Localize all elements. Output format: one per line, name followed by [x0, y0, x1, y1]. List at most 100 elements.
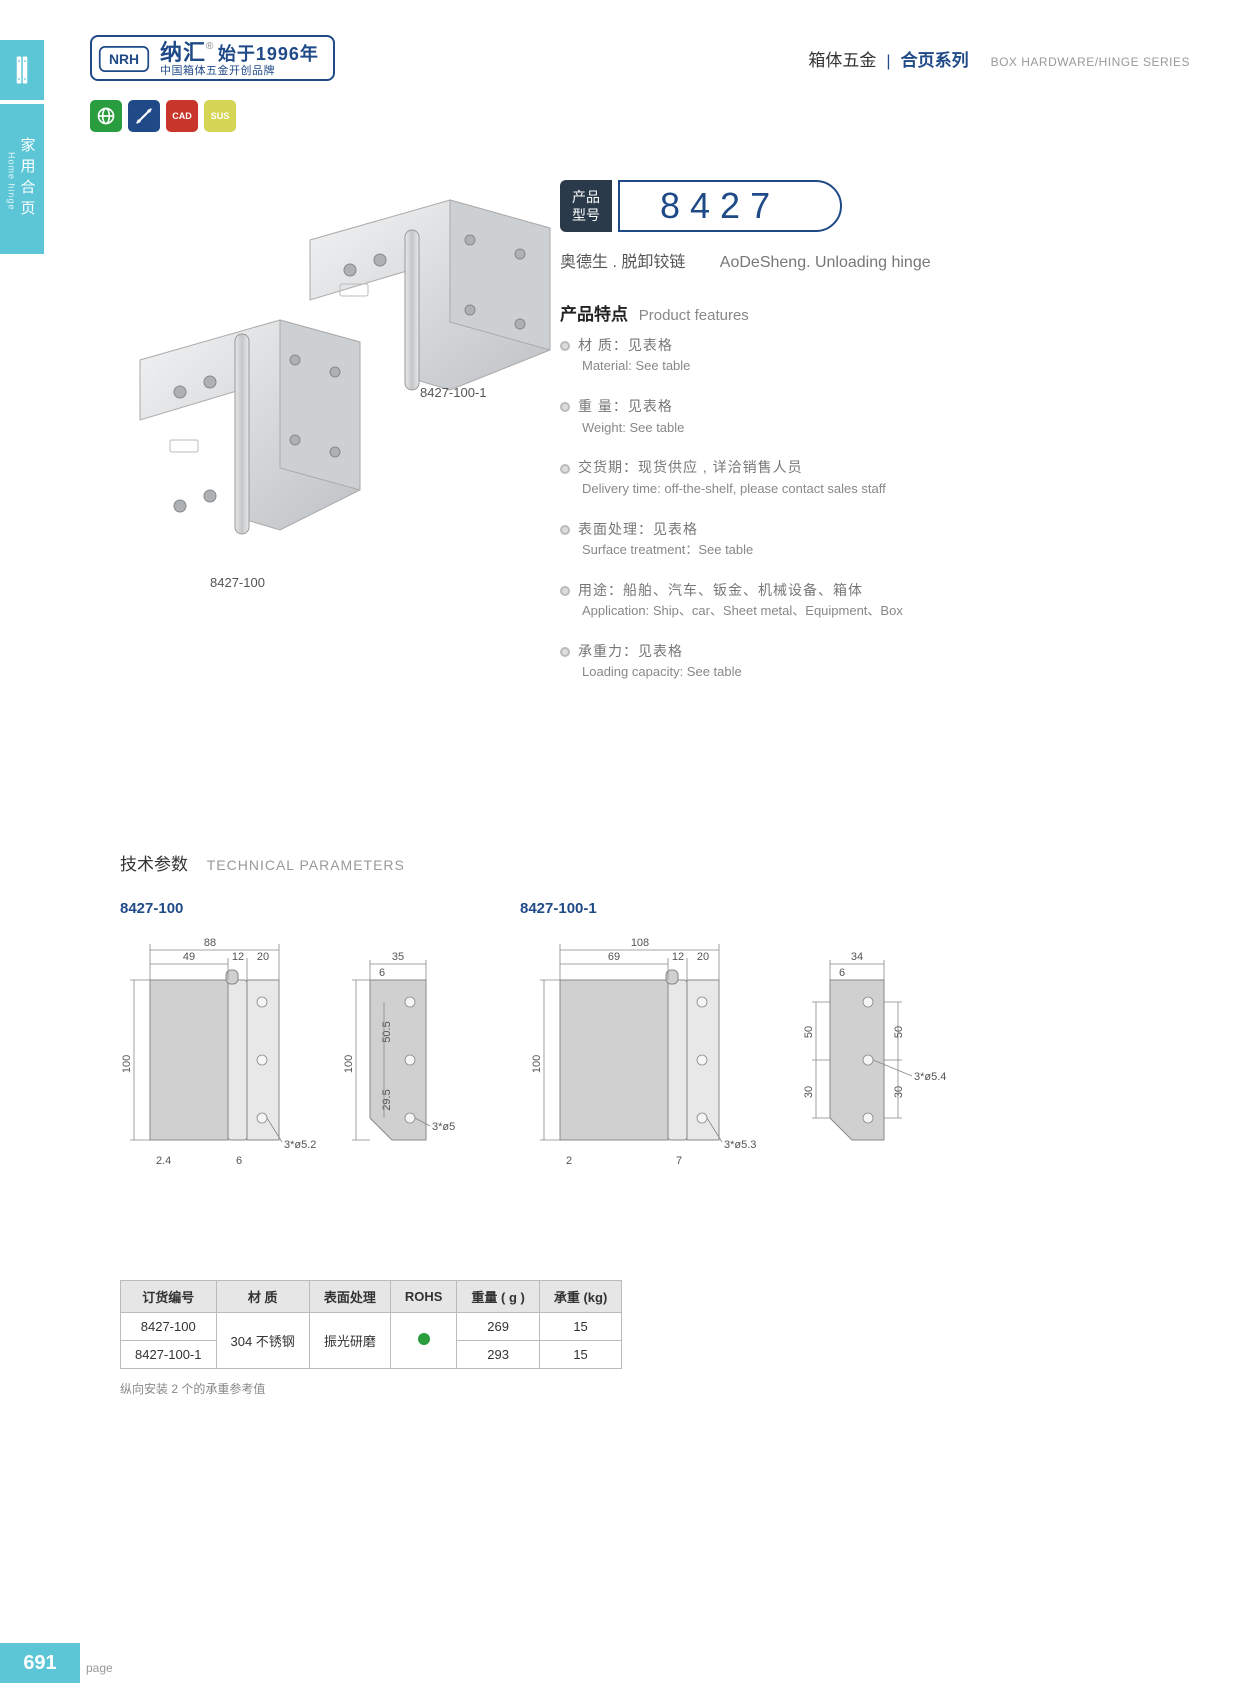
table-cell: 269	[457, 1313, 539, 1341]
svg-text:100: 100	[531, 1055, 543, 1073]
table-header: 材 质	[216, 1281, 309, 1313]
drawing-a-title: 8427-100	[120, 900, 183, 917]
svg-text:50: 50	[893, 1026, 905, 1038]
bullet-icon	[560, 586, 570, 596]
photo-label-right: 8427-100-1	[420, 385, 487, 400]
feature-cn: 重 量：见表格	[578, 398, 673, 414]
feature-item: 材 质：见表格 Material: See table	[560, 334, 1120, 377]
svg-text:20: 20	[697, 951, 709, 963]
svg-text:34: 34	[851, 951, 863, 963]
cad-badge-icon: CAD	[166, 100, 198, 132]
svg-text:6: 6	[236, 1155, 242, 1167]
table-header: 表面处理	[309, 1281, 390, 1313]
svg-text:2.4: 2.4	[156, 1155, 171, 1167]
subtitle-cn: 奥德生 . 脱卸铰链	[560, 254, 685, 271]
breadcrumb-sep: |	[886, 53, 890, 71]
table-header: 订货编号	[121, 1281, 217, 1313]
table-cell: 15	[539, 1313, 621, 1341]
rohs-dot-icon	[418, 1333, 430, 1345]
spec-table: 订货编号材 质表面处理ROHS重量 ( g )承重 (kg)8427-10030…	[120, 1280, 622, 1369]
svg-text:3*ø5.3: 3*ø5.3	[724, 1139, 756, 1151]
badges-row: CADSUS	[90, 100, 236, 132]
svg-text:3*ø5.2: 3*ø5.2	[284, 1139, 316, 1151]
feature-item: 重 量：见表格 Weight: See table	[560, 395, 1120, 438]
svg-text:30: 30	[803, 1086, 815, 1098]
side-tab-label-en: Home hinge	[7, 152, 17, 211]
tools-badge-icon	[128, 100, 160, 132]
svg-text:100: 100	[343, 1055, 355, 1073]
feature-en: Delivery time: off-the-shelf, please con…	[582, 479, 1120, 500]
registered-mark: ®	[206, 41, 213, 52]
tech-params-header: 技术参数 TECHNICAL PARAMETERS	[120, 850, 405, 875]
svg-text:50: 50	[803, 1026, 815, 1038]
table-cell: 8427-100-1	[121, 1341, 217, 1369]
table-cell: 293	[457, 1341, 539, 1369]
tech-header-cn: 技术参数	[120, 855, 188, 874]
svg-text:12: 12	[672, 951, 684, 963]
logo-mark-text: NRH	[109, 51, 139, 67]
feature-cn: 交货期：现货供应 , 详洽销售人员	[578, 459, 803, 475]
product-subtitle: 奥德生 . 脱卸铰链 AoDeSheng. Unloading hinge	[560, 248, 931, 272]
feature-en: Weight: See table	[582, 418, 1120, 439]
table-cell	[390, 1313, 457, 1369]
page-header: NRH 纳汇® 始于1996年 中国箱体五金开创品牌 箱体五金 | 合页系列 B…	[90, 28, 1190, 88]
table-header: 重量 ( g )	[457, 1281, 539, 1313]
features-header: 产品特点 Product features	[560, 300, 749, 325]
brand-since: 始于1996年	[218, 44, 319, 64]
bullet-icon	[560, 402, 570, 412]
feature-cn: 材 质：见表格	[578, 337, 673, 353]
svg-text:6: 6	[839, 967, 845, 979]
drawing-a-front: 88 49 12 20 100 2.4 6 3*ø5.2	[100, 930, 320, 1210]
technical-drawings: 8427-100 8427-100-1 88 49 12 20 100 2.4 …	[120, 900, 1140, 1250]
table-header: 承重 (kg)	[539, 1281, 621, 1313]
svg-text:88: 88	[204, 937, 216, 949]
features-header-en: Product features	[639, 307, 749, 324]
bullet-icon	[560, 525, 570, 535]
feature-en: Application: Ship、car、Sheet metal、Equipm…	[582, 601, 1120, 622]
feature-en: Material: See table	[582, 356, 1120, 377]
table-cell: 304 不锈钢	[216, 1313, 309, 1369]
feature-en: Surface treatment：See table	[582, 540, 1120, 561]
bullet-icon	[560, 464, 570, 474]
brand-logo: NRH 纳汇® 始于1996年 中国箱体五金开创品牌	[90, 35, 335, 81]
drawing-a-side: 35 6 100 50.5 29.5 3*ø5	[330, 930, 490, 1210]
table-row: 8427-100304 不锈钢振光研磨26915	[121, 1313, 622, 1341]
feature-item: 表面处理：见表格 Surface treatment：See table	[560, 518, 1120, 561]
feature-item: 承重力：见表格Loading capacity: See table	[560, 640, 1120, 683]
product-number-tag: 产品 型号	[560, 180, 612, 232]
globe-badge-icon	[90, 100, 122, 132]
breadcrumb-1: 箱体五金	[808, 46, 876, 71]
feature-item: 交货期：现货供应 , 详洽销售人员 Delivery time: off-the-…	[560, 456, 1120, 499]
table-header: ROHS	[390, 1281, 457, 1313]
product-photo	[120, 180, 570, 600]
breadcrumb-2: 合页系列	[901, 46, 969, 71]
feature-item: 用途：船舶、汽车、钣金、机械设备、箱体 Application: Ship、car…	[560, 579, 1120, 622]
svg-text:2: 2	[566, 1155, 572, 1167]
feature-cn: 表面处理：见表格	[578, 521, 698, 537]
svg-text:7: 7	[676, 1155, 682, 1167]
svg-text:3*ø5: 3*ø5	[432, 1121, 455, 1133]
product-photo-area: 8427-100 8427-100-1	[120, 180, 570, 600]
features-header-cn: 产品特点	[560, 305, 628, 324]
drawing-b-side: 34 6 50 30 50 30 3*ø5.4	[780, 930, 980, 1210]
header-breadcrumb: 箱体五金 | 合页系列 BOX HARDWARE/HINGE SERIES	[808, 46, 1190, 71]
svg-text:49: 49	[183, 951, 195, 963]
drawing-b-front: 108 69 12 20 100 2 7 3*ø5.3	[510, 930, 770, 1210]
brand-name-cn: 纳汇	[160, 40, 206, 65]
product-number: 8427	[618, 180, 842, 232]
bullet-icon	[560, 647, 570, 657]
svg-text:69: 69	[608, 951, 620, 963]
svg-text:29.5: 29.5	[381, 1089, 393, 1110]
svg-text:35: 35	[392, 951, 404, 963]
table-note: 纵向安装 2 个的承重参考值	[120, 1380, 265, 1397]
feature-cn: 承重力：见表格	[578, 643, 683, 659]
svg-text:100: 100	[121, 1055, 133, 1073]
drawing-b-title: 8427-100-1	[520, 900, 597, 917]
svg-text:108: 108	[631, 937, 649, 949]
breadcrumb-en: BOX HARDWARE/HINGE SERIES	[991, 55, 1190, 69]
table-cell: 振光研磨	[309, 1313, 390, 1369]
photo-label-left: 8427-100	[210, 575, 265, 590]
feature-cn: 用途：船舶、汽车、钣金、机械设备、箱体	[578, 582, 863, 598]
svg-text:20: 20	[257, 951, 269, 963]
svg-text:12: 12	[232, 951, 244, 963]
